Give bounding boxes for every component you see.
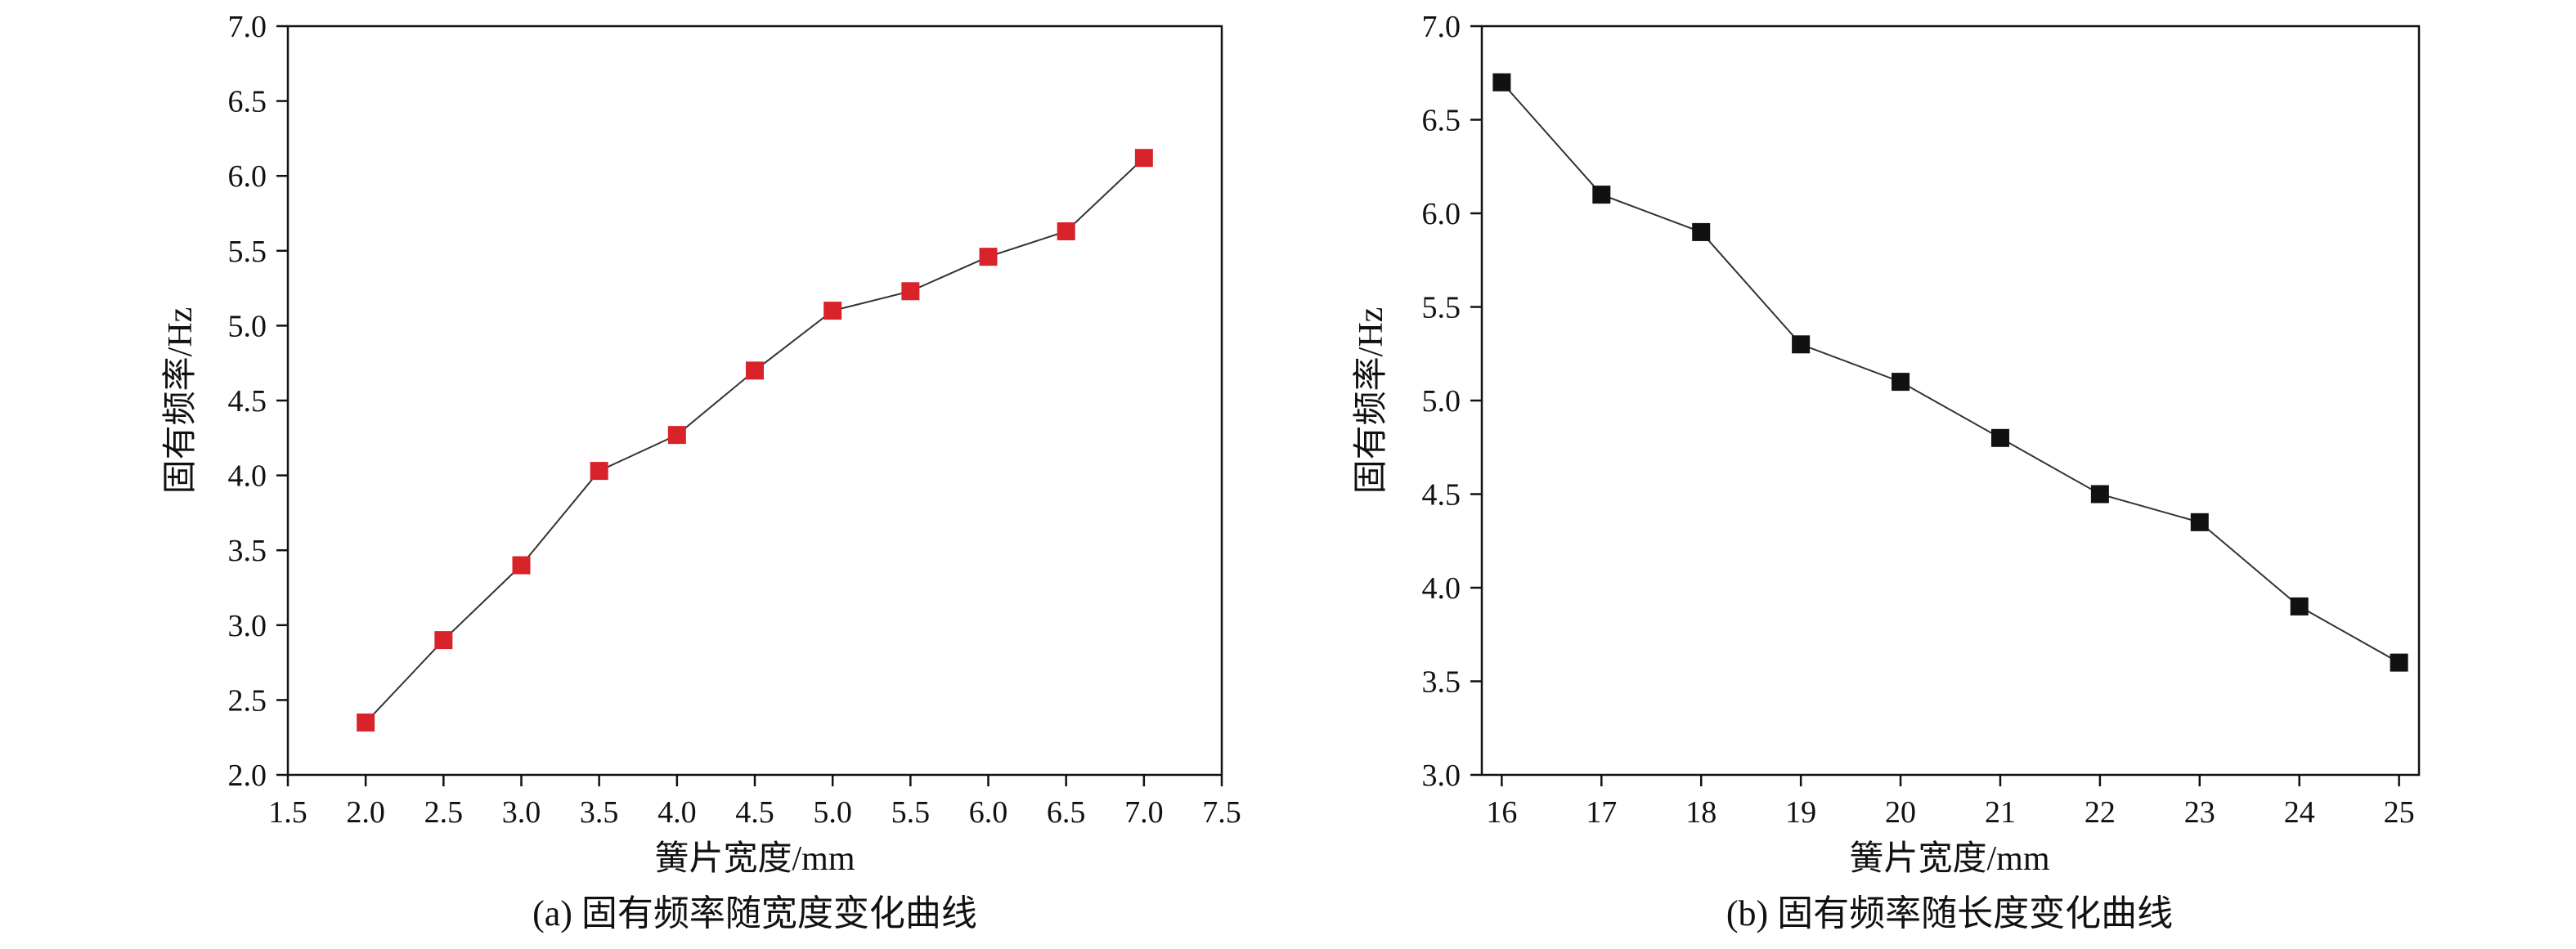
data-point bbox=[1892, 373, 1910, 392]
chart-b-x-axis-title: 簧片宽度/mm bbox=[1849, 839, 2049, 878]
y-tick-label: 2.5 bbox=[228, 683, 267, 718]
chart-b-series-line bbox=[1501, 82, 2400, 664]
x-tick-label: 16 bbox=[1486, 795, 1517, 830]
x-tick-label: 5.5 bbox=[891, 795, 931, 830]
data-point bbox=[2190, 513, 2209, 531]
x-tick-label: 5.0 bbox=[813, 795, 852, 830]
chart-a-plot-frame bbox=[286, 25, 1223, 777]
data-point bbox=[1134, 149, 1153, 168]
data-point bbox=[746, 361, 764, 380]
y-tick-label: 4.5 bbox=[1422, 478, 1461, 513]
chart-a-series-line bbox=[365, 157, 1145, 723]
chart-b-markers bbox=[1492, 73, 2408, 672]
x-tick-label: 23 bbox=[2184, 795, 2215, 830]
chart-b-y-axis-title: 固有频率/Hz bbox=[1352, 307, 1390, 495]
chart-b-plot-frame bbox=[1480, 25, 2421, 777]
chart-a-caption: (a) 固有频率随宽度变化曲线 bbox=[532, 893, 977, 933]
x-tick-label: 1.5 bbox=[268, 795, 307, 830]
chart-b-y-ticks: 3.0 3.5 4.0 4.5 5.0 5.5 6.0 6.5 7.0 bbox=[1422, 10, 1482, 793]
x-tick-label: 19 bbox=[1785, 795, 1816, 830]
y-tick-label: 4.5 bbox=[228, 384, 267, 419]
x-tick-label: 2.0 bbox=[346, 795, 385, 830]
y-tick-label: 6.0 bbox=[1422, 197, 1461, 231]
x-tick-label: 3.5 bbox=[580, 795, 619, 830]
x-tick-label: 25 bbox=[2384, 795, 2415, 830]
chart-b: 16 17 18 19 20 21 22 23 24 25 3.0 3.5 4.0 4.5 5.0 5.5 6… bbox=[1352, 10, 2421, 933]
y-tick-label: 3.0 bbox=[1422, 759, 1461, 793]
x-tick-label: 21 bbox=[1985, 795, 2016, 830]
data-point bbox=[2390, 653, 2408, 672]
data-point bbox=[1057, 222, 1075, 240]
x-tick-label: 6.5 bbox=[1047, 795, 1086, 830]
y-tick-label: 5.0 bbox=[1422, 384, 1461, 419]
chart-a-y-axis-title: 固有频率/Hz bbox=[161, 307, 200, 495]
chart-b-x-ticks: 16 17 18 19 20 21 22 23 24 25 bbox=[1486, 775, 2415, 830]
data-point bbox=[901, 282, 920, 301]
data-point bbox=[434, 631, 453, 650]
y-tick-label: 3.5 bbox=[1422, 665, 1461, 700]
y-tick-label: 5.5 bbox=[228, 235, 267, 269]
x-tick-label: 2.5 bbox=[424, 795, 464, 830]
x-tick-label: 4.5 bbox=[735, 795, 774, 830]
x-tick-label: 6.0 bbox=[969, 795, 1008, 830]
y-tick-label: 4.0 bbox=[1422, 571, 1461, 606]
y-tick-label: 6.5 bbox=[228, 85, 267, 119]
data-point bbox=[590, 462, 608, 481]
chart-b-caption: (b) 固有频率随长度变化曲线 bbox=[1726, 893, 2173, 933]
x-tick-label: 24 bbox=[2284, 795, 2315, 830]
x-tick-label: 18 bbox=[1685, 795, 1717, 830]
chart-a-x-axis-title: 簧片宽度/mm bbox=[654, 839, 855, 878]
x-tick-label: 7.5 bbox=[1202, 795, 1241, 830]
data-point bbox=[512, 556, 531, 575]
y-tick-label: 6.5 bbox=[1422, 104, 1461, 138]
chart-a-x-ticks: 1.5 2.0 2.5 3.0 3.5 4.0 4.5 5.0 5.5 6.0 6.5 7.0 7.5 bbox=[268, 775, 1241, 830]
x-tick-label: 4.0 bbox=[657, 795, 697, 830]
data-point bbox=[1592, 186, 1611, 204]
x-tick-label: 22 bbox=[2085, 795, 2116, 830]
data-point bbox=[667, 426, 686, 445]
data-point bbox=[824, 302, 842, 320]
chart-a-y-ticks: 2.0 2.5 3.0 3.5 4.0 4.5 5.0 5.5 6.0 6.5 7.0 bbox=[228, 10, 288, 793]
y-tick-label: 3.5 bbox=[228, 534, 267, 568]
data-point bbox=[1692, 222, 1711, 241]
chart-a-markers bbox=[357, 149, 1153, 732]
data-point bbox=[1792, 335, 1811, 354]
x-tick-label: 17 bbox=[1586, 795, 1617, 830]
y-tick-label: 7.0 bbox=[228, 10, 267, 44]
y-tick-label: 5.0 bbox=[228, 309, 267, 343]
data-point bbox=[979, 248, 998, 266]
chart-a: 1.5 2.0 2.5 3.0 3.5 4.0 4.5 5.0 5.5 6.0 6.5 7.0 7.5 … bbox=[161, 10, 1241, 933]
data-point bbox=[1990, 428, 2009, 447]
data-point bbox=[1492, 73, 1511, 92]
x-tick-label: 20 bbox=[1885, 795, 1916, 830]
x-tick-label: 7.0 bbox=[1124, 795, 1164, 830]
y-tick-label: 5.5 bbox=[1422, 291, 1461, 325]
y-tick-label: 6.0 bbox=[228, 159, 267, 194]
y-tick-label: 4.0 bbox=[228, 459, 267, 494]
y-tick-label: 2.0 bbox=[228, 759, 267, 793]
data-point bbox=[357, 713, 375, 732]
data-point bbox=[2290, 597, 2309, 616]
data-point bbox=[2090, 485, 2109, 504]
y-tick-label: 7.0 bbox=[1422, 10, 1461, 44]
y-tick-label: 3.0 bbox=[228, 609, 267, 643]
x-tick-label: 3.0 bbox=[502, 795, 541, 830]
